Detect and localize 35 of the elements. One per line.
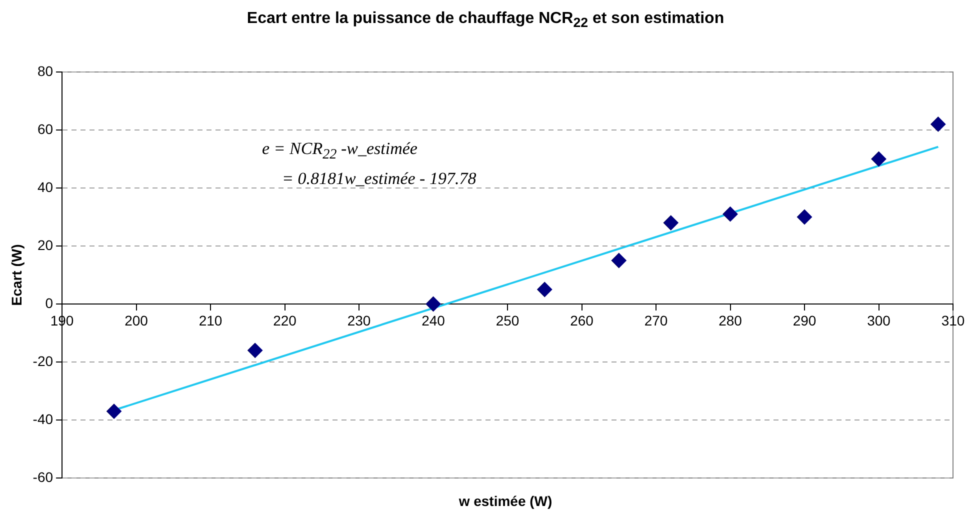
y-tick-label: 40 (37, 178, 54, 195)
x-axis-title: w estimée (W) (458, 493, 554, 509)
y-axis-title: Ecart (W) (8, 244, 24, 306)
x-tick-label: 220 (273, 312, 297, 328)
point (106, 404, 122, 419)
y-tick-label: 20 (37, 236, 54, 253)
point (611, 253, 626, 268)
y-tick-label: -60 (32, 468, 54, 485)
x-tick-label: 250 (496, 312, 520, 328)
x-tick-label: 290 (792, 312, 816, 328)
annotation: e = NCR$_{22}$ -w_estimée (262, 139, 418, 164)
x-tick-label: 230 (347, 312, 371, 328)
x-tick-label: 280 (718, 312, 742, 328)
x-tick-label: 240 (422, 312, 446, 328)
x-tick-label: 310 (941, 312, 965, 328)
point (537, 282, 552, 297)
x-tick-label: 300 (867, 312, 891, 328)
x-tick-label: 200 (124, 312, 148, 328)
y-tick-label: 0 (45, 294, 54, 311)
point (722, 206, 738, 222)
y-tick-label: 80 (37, 62, 54, 79)
point (426, 296, 441, 312)
point (797, 210, 812, 224)
x-tick-label: 260 (570, 312, 594, 328)
y-tick-label: -40 (32, 410, 54, 427)
x-tick-label: 210 (198, 312, 222, 328)
y-tick-label: -20 (32, 352, 54, 369)
point (663, 215, 678, 230)
point (248, 342, 263, 358)
annotation: = 0.8181w_estimée - 197.78 (282, 169, 476, 189)
y-tick-label: 60 (37, 120, 54, 137)
chart-title: Ecart entre la puissance de chauffage NCR$_{22}$ et son estimation (246, 10, 726, 30)
point (871, 152, 886, 166)
x-tick-label: 270 (644, 312, 668, 328)
point (930, 116, 946, 132)
